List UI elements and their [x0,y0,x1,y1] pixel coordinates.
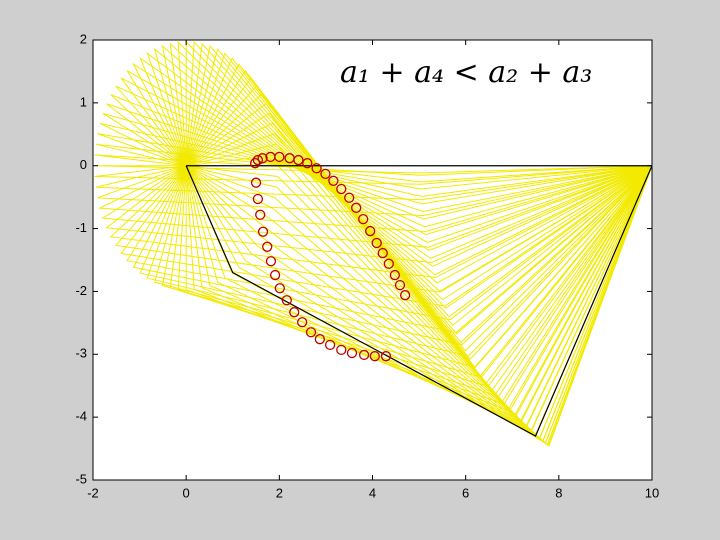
coupler-point [394,279,406,291]
coupler-point [311,163,322,174]
coupler-point [297,317,308,328]
linkage-position [115,85,652,228]
linkage-position [120,165,652,307]
coupler-point [344,192,355,203]
linkage-position [94,165,652,174]
linkage-position [106,103,652,212]
coupler-point [358,349,370,361]
x-tick-label: 0 [183,485,190,500]
coupler-point [389,269,401,281]
coupler-point [269,269,281,281]
coupler-point [281,295,292,306]
data-layer [185,151,652,437]
linkage-position [126,70,652,243]
coupler-point [252,193,264,205]
linkage-position [120,77,652,236]
linkage-position [185,165,652,418]
coupler-point [336,183,347,195]
linkage-position [169,165,652,388]
y-tick-label: 2 [80,31,87,46]
coupler-point [289,307,300,318]
coupler-point [284,153,295,164]
coupler-point [265,256,277,267]
linkage-position [185,103,652,407]
linkage-position [95,143,652,183]
coupler-point [336,344,347,356]
coupler-point [255,209,266,220]
x-tick-label: 8 [555,485,562,500]
linkage-position [132,62,652,251]
linkage-position [105,165,652,264]
linkage-position [97,165,652,233]
y-tick-label: -3 [75,346,87,361]
x-tick-label: 6 [462,485,469,500]
x-tick-label: 2 [276,485,283,500]
linkage-position [185,165,652,446]
x-tick-label: 4 [369,485,376,500]
linkage-position [94,165,652,185]
coupler-point [320,168,331,180]
coupler-point [351,202,362,213]
y-tick-label: -2 [75,283,87,298]
coupler-point [346,347,358,359]
linkage-position [185,112,652,413]
coupler-point [314,334,326,345]
coupler-point [380,351,392,362]
coupler-point [305,327,317,338]
coupler-point [262,241,273,252]
coupler-point [324,339,336,351]
coupler-point [257,226,269,237]
linkage-position [126,165,652,321]
y-tick-label: 1 [80,94,87,109]
coupler-point [265,151,276,163]
coupler-point [328,175,339,186]
coupler-point [358,213,369,225]
coupler-point [399,290,411,301]
coupler-point [365,225,376,237]
linkage-position [146,165,652,357]
x-tick-label: 10 [645,485,659,500]
linkage-position [186,165,652,443]
coupler-point [250,177,262,188]
plot-area [93,40,652,480]
linkage-position [99,122,652,197]
linkage-position [185,165,652,447]
annotation: a₁ + a₄ < a₂ + a₃ [340,55,592,90]
linkage-position [95,165,652,201]
linkage-position [186,143,652,429]
coupler-point [249,158,261,169]
y-tick-label: 0 [80,157,87,172]
coupler-point [274,283,285,294]
linkage-position [101,165,652,248]
coupler-point [377,247,388,259]
linkage-line [185,165,652,437]
y-tick-label: -5 [75,471,87,486]
linkage-position [97,165,652,217]
coupler-point [252,154,264,166]
coupler-point [371,237,382,249]
y-tick-label: -4 [75,409,87,424]
y-tick-label: -1 [75,220,87,235]
coupler-point [257,153,268,164]
linkage-position [186,165,652,440]
coupler-point [369,351,380,362]
x-tick-label: -2 [87,485,99,500]
coupler-point [302,158,313,169]
coupler-point [383,258,394,269]
linkage-position [132,165,652,333]
linkage-position [185,165,652,445]
linkage-position [177,165,652,396]
